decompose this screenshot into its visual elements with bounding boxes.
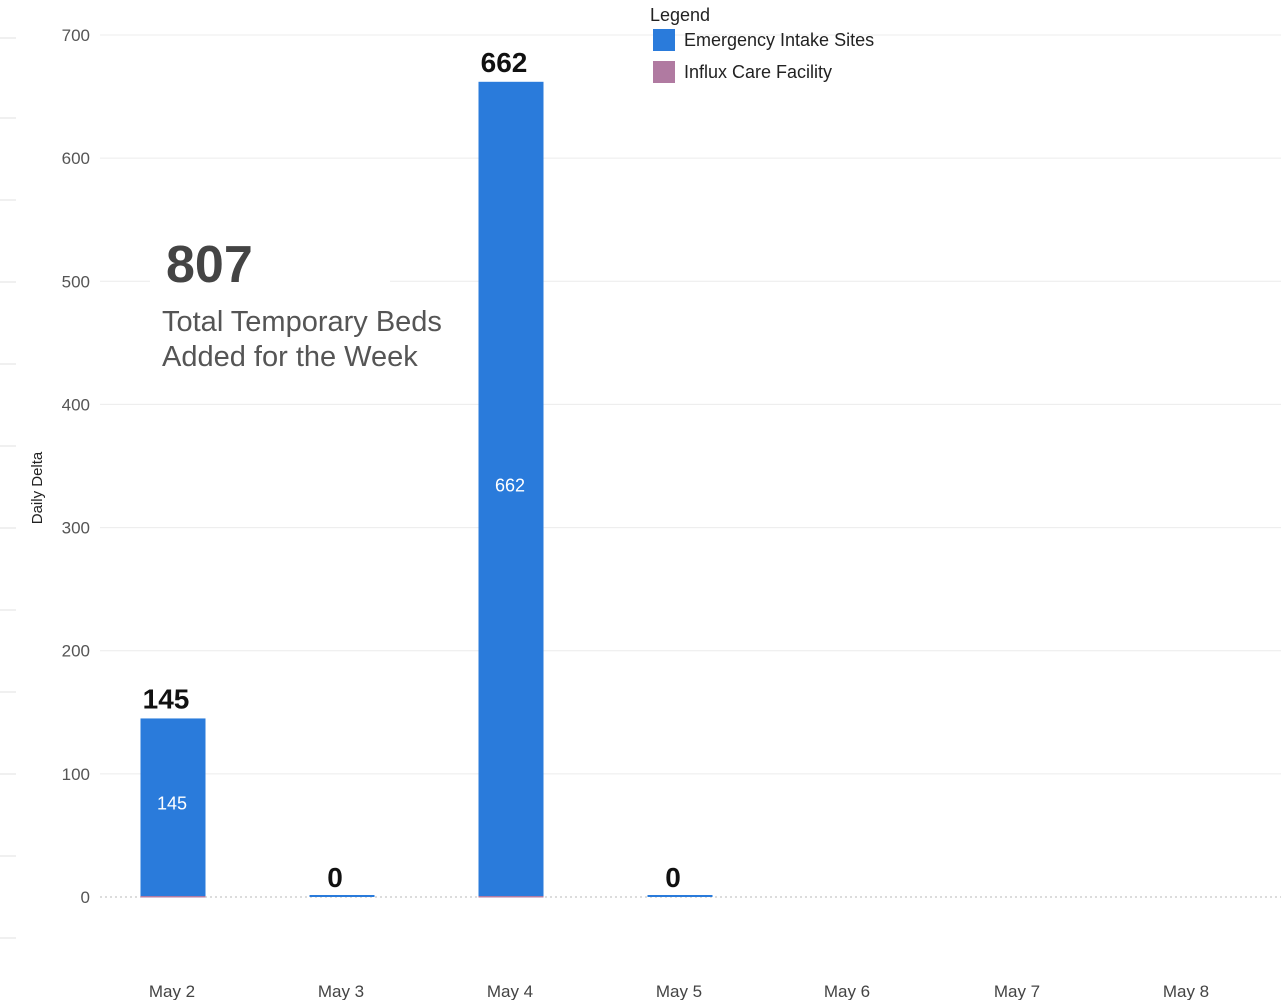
total-value-label: 0 bbox=[327, 862, 343, 893]
kpi-label-line1: Total Temporary Beds bbox=[162, 306, 442, 338]
kpi-value: 807 bbox=[166, 236, 253, 294]
segment-value-label: 145 bbox=[157, 794, 187, 814]
bar-emergency-intake-sites[interactable] bbox=[140, 718, 206, 897]
total-value-label: 0 bbox=[665, 862, 681, 893]
total-value-label: 662 bbox=[481, 47, 528, 78]
legend: Legend Emergency Intake Sites Influx Car… bbox=[650, 5, 874, 83]
x-tick-label: May 8 bbox=[1163, 982, 1209, 1000]
x-tick-label: May 4 bbox=[487, 982, 533, 1000]
x-axis-ticks: May 2 May 3 May 4 May 5 May 6 May 7 May 8 bbox=[149, 982, 1209, 1000]
y-tick-label: 700 bbox=[62, 26, 90, 45]
kpi-backdrop bbox=[150, 228, 390, 298]
y-tick-label: 100 bbox=[62, 765, 90, 784]
y-tick-label: 0 bbox=[81, 888, 90, 907]
x-tick-label: May 3 bbox=[318, 982, 364, 1000]
left-edge-marks bbox=[0, 37, 16, 939]
x-tick-label: May 5 bbox=[656, 982, 702, 1000]
y-tick-label: 200 bbox=[62, 642, 90, 661]
legend-swatch-influx-care-facility bbox=[653, 61, 675, 83]
legend-label-influx-care-facility[interactable]: Influx Care Facility bbox=[684, 62, 832, 82]
x-tick-label: May 6 bbox=[824, 982, 870, 1000]
bar-emergency-intake-sites[interactable] bbox=[309, 895, 375, 897]
y-axis-label: Daily Delta bbox=[29, 451, 46, 524]
segment-value-label: 662 bbox=[495, 475, 525, 495]
y-tick-label: 500 bbox=[62, 272, 90, 291]
kpi-label-line2: Added for the Week bbox=[162, 341, 418, 373]
bars bbox=[140, 81, 713, 898]
bar-emergency-intake-sites[interactable] bbox=[478, 81, 544, 897]
kpi-card: 807 Total Temporary Beds Added for the W… bbox=[150, 228, 442, 373]
legend-label-emergency-intake-sites[interactable]: Emergency Intake Sites bbox=[684, 30, 874, 50]
data-labels: 145 145 0 662 662 0 bbox=[143, 47, 681, 893]
y-tick-label: 300 bbox=[62, 519, 90, 538]
y-axis-ticks: 0 100 200 300 400 500 600 700 bbox=[62, 26, 90, 907]
gridlines bbox=[100, 34, 1281, 898]
x-tick-label: May 7 bbox=[994, 982, 1040, 1000]
legend-swatch-emergency-intake-sites bbox=[653, 29, 675, 51]
bar-influx-care-facility[interactable] bbox=[478, 896, 544, 898]
legend-title: Legend bbox=[650, 5, 710, 25]
bar-emergency-intake-sites[interactable] bbox=[647, 895, 713, 897]
y-tick-label: 400 bbox=[62, 395, 90, 414]
y-tick-label: 600 bbox=[62, 149, 90, 168]
bar-influx-care-facility[interactable] bbox=[140, 896, 206, 898]
x-tick-label: May 2 bbox=[149, 982, 195, 1000]
total-value-label: 145 bbox=[143, 683, 190, 714]
